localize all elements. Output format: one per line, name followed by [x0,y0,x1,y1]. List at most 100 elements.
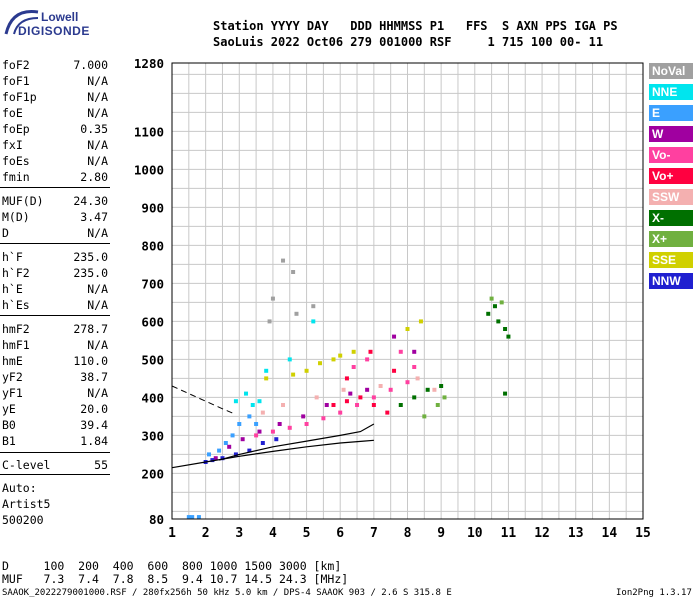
data-point [385,410,390,415]
data-point [412,395,417,400]
y-tick-label: 1100 [134,124,164,139]
data-point [247,448,252,453]
data-point [291,372,296,377]
data-point [311,304,316,309]
param-name: foF2 [2,58,30,72]
logo-lowell-text: Lowell [41,10,79,24]
param-name: hmF1 [2,338,30,352]
param-value: N/A [87,338,108,352]
y-tick-label: 80 [149,512,164,527]
data-point [287,357,292,362]
data-point [186,515,191,520]
data-point [264,368,269,373]
data-point [227,444,232,449]
data-point [233,399,238,404]
x-tick-label: 14 [602,526,618,541]
param-name: foF1 [2,74,30,88]
data-point [244,391,249,396]
param-row: B0 39.4 [2,417,108,433]
data-point [392,368,397,373]
param-row: hmF2 278.7 [2,321,108,337]
param-name: hmF2 [2,322,30,336]
data-point [311,319,316,324]
data-point [499,300,504,305]
param-value: N/A [87,90,108,104]
param-name: B1 [2,434,16,448]
y-tick-label: 700 [141,276,164,291]
param-row: yF2 38.7 [2,369,108,385]
data-point [405,380,410,385]
data-point [398,403,403,407]
param-name: hmE [2,354,23,368]
x-tick-label: 2 [202,526,210,541]
param-value: 3.47 [80,210,108,224]
data-point [503,391,508,396]
data-point [196,515,201,520]
param-row: fxI N/A [2,137,108,153]
artist-code: 500200 [2,513,44,527]
y-tick-label: 300 [141,428,164,443]
param-row: hmF1 N/A [2,337,108,353]
param-name: foF1p [2,90,37,104]
legend-item: SSW [649,189,693,205]
data-point [220,456,225,461]
data-point [267,319,272,324]
muf-frequency-row: MUF 7.3 7.4 7.8 8.5 9.4 10.7 14.5 24.3 [… [2,572,349,586]
data-point [331,403,336,407]
legend-item: Vo+ [649,168,693,184]
x-tick-label: 12 [534,526,550,541]
data-point [237,422,242,426]
param-row: MUF(D) 24.30 [2,193,108,209]
param-value: 2.80 [80,170,108,184]
data-point [294,311,299,316]
param-value: 38.7 [80,370,108,384]
header-values: SaoLuis 2022 Oct06 279 001000 RSF 1 715 … [213,35,604,49]
dashed-curve [171,385,237,415]
param-row: hmE 110.0 [2,353,108,369]
param-name: MUF(D) [2,194,44,208]
param-row: B1 1.84 [2,433,108,449]
data-point [277,422,282,426]
param-value: 278.7 [73,322,108,336]
data-point [496,319,501,324]
param-name: h`E [2,282,23,296]
param-value: N/A [87,138,108,152]
data-point [365,387,370,392]
param-value: 0.35 [80,122,108,136]
legend-item: E [649,105,693,121]
data-point [425,387,430,392]
data-point [247,414,252,419]
param-value: N/A [87,298,108,312]
auto-label: Auto: [2,481,37,495]
x-tick-label: 6 [336,526,344,541]
data-point [432,387,437,392]
legend-item: Vo- [649,147,693,163]
data-point [257,399,262,404]
legend-item: W [649,126,693,142]
param-row: foEs N/A [2,153,108,169]
data-point [412,365,417,369]
data-point [371,395,376,400]
data-point [412,349,417,354]
param-row: foF2 7.000 [2,57,108,73]
x-tick-label: 3 [235,526,243,541]
data-point [351,365,356,369]
param-value: N/A [87,154,108,168]
data-point [324,403,329,407]
x-tick-label: 8 [404,526,412,541]
x-tick-label: 15 [635,526,651,541]
param-name: yF2 [2,370,23,384]
data-point [338,410,343,415]
param-row: foF1 N/A [2,73,108,89]
y-tick-label: 500 [141,352,164,367]
param-name: h`Es [2,298,30,312]
data-point [418,319,423,324]
data-point [331,357,336,362]
data-point [439,384,444,388]
param-name: yE [2,402,16,416]
legend-item: X+ [649,231,693,247]
x-tick-label: 13 [568,526,584,541]
muf-distance-row: D 100 200 400 600 800 1000 1500 3000 [km… [2,559,342,573]
data-point [274,437,279,442]
